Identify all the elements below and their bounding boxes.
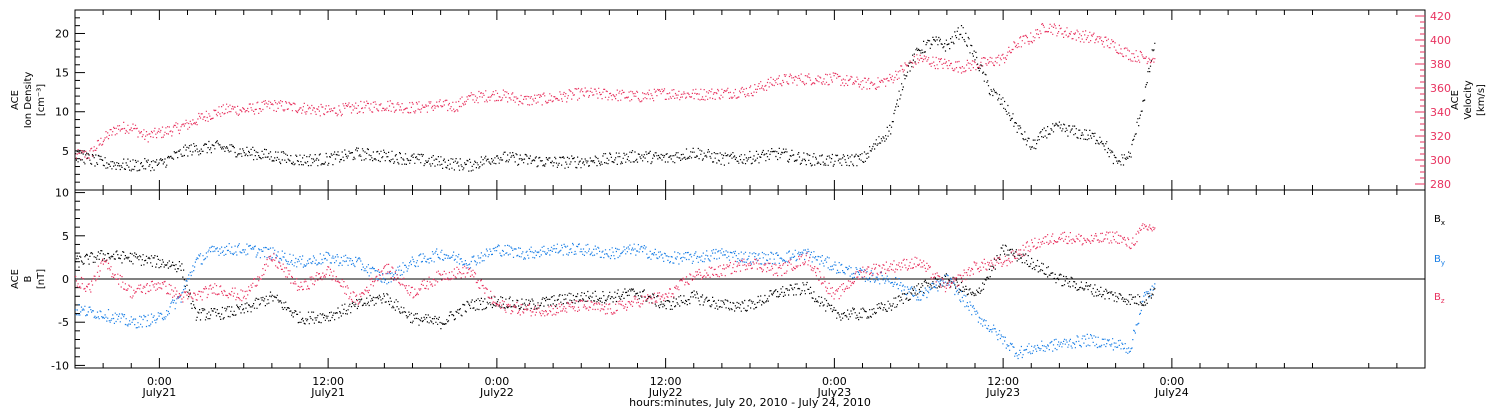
velocity-points [75, 23, 1156, 160]
field-tick-label: 0 [62, 273, 69, 286]
top-panel-series [75, 23, 1156, 172]
legend-symbol: B [1434, 254, 1441, 265]
velocity-tick-label: 280 [1430, 178, 1451, 191]
bx-points [75, 244, 1156, 330]
density-axis-title-line1: ACE [10, 90, 21, 110]
bz-points [75, 223, 1156, 317]
legend-subscript: x [1441, 219, 1445, 227]
date-tick-label: July22 [479, 386, 514, 399]
time-tick-label: 0:00 [147, 375, 172, 388]
date-tick-label: July23 [816, 386, 851, 399]
legend-subscript: z [1441, 297, 1445, 305]
density-axis-ticks: 5 10 15 20 [55, 17, 85, 183]
legend-bx: Bx [1434, 214, 1445, 227]
velocity-series [75, 23, 1156, 160]
time-tick-label: 12:00 [312, 375, 344, 388]
velocity-tick-label: 380 [1430, 58, 1451, 71]
bz-series [75, 223, 1156, 317]
density-axis-title-line3: [cm⁻³] [36, 84, 47, 116]
by-series [75, 242, 1156, 360]
legend-subscript: y [1441, 259, 1445, 267]
velocity-axis-ticks: 280 300 320 340 360 380 400 420 [1415, 10, 1451, 191]
legend-by: By [1434, 254, 1445, 267]
field-axis-ticks: -10 -5 0 5 10 [51, 187, 85, 372]
velocity-tick-label: 340 [1430, 106, 1451, 119]
field-tick-label: -10 [51, 359, 69, 372]
field-axis-title-line2: B [23, 275, 34, 282]
time-axis: 0:00July2112:00July210:00July2212:00July… [102, 10, 1398, 399]
density-tick-label: 15 [55, 67, 69, 80]
velocity-axis-title-line1: ACE [1450, 90, 1461, 110]
time-tick-label: 0:00 [485, 375, 510, 388]
density-tick-label: 20 [55, 27, 69, 40]
legend-symbol: B [1434, 214, 1441, 225]
top-panel-frame [74, 9, 1426, 191]
bx-series [75, 244, 1156, 330]
date-tick-label: July23 [985, 386, 1020, 399]
time-tick-label: 12:00 [987, 375, 1019, 388]
date-tick-label: July24 [1154, 386, 1189, 399]
velocity-tick-label: 400 [1430, 34, 1451, 47]
time-tick-label: 0:00 [822, 375, 847, 388]
time-axis-label: hours:minutes, July 20, 2010 - July 24, … [629, 396, 871, 409]
legend-symbol: B [1434, 292, 1441, 303]
velocity-tick-label: 300 [1430, 154, 1451, 167]
by-points [75, 242, 1156, 360]
legend-bz: Bz [1434, 292, 1445, 305]
density-velocity-panel: 5 10 15 20 280 300 320 340 360 380 400 420 ACE Ion… [10, 9, 1487, 191]
velocity-tick-label: 360 [1430, 82, 1451, 95]
bottom-panel-series [75, 223, 1156, 360]
field-axis-title-line3: [nT] [36, 269, 47, 289]
velocity-axis-title-line2: Velocity [1463, 80, 1474, 119]
field-tick-label: -5 [58, 316, 69, 329]
velocity-tick-label: 420 [1430, 10, 1451, 23]
density-tick-label: 5 [62, 145, 69, 158]
field-tick-label: 10 [55, 187, 69, 200]
time-tick-label: 0:00 [1160, 375, 1185, 388]
density-tick-label: 10 [55, 106, 69, 119]
date-tick-label: July22 [648, 386, 683, 399]
velocity-axis-title-line3: [km/s] [1476, 84, 1487, 116]
velocity-tick-label: 320 [1430, 130, 1451, 143]
date-tick-label: July21 [310, 386, 345, 399]
density-axis-title-line2: Ion Density [23, 72, 34, 129]
field-axis-title-line1: ACE [10, 269, 21, 289]
date-tick-label: July21 [141, 386, 176, 399]
field-tick-label: 5 [62, 230, 69, 243]
time-tick-label: 12:00 [650, 375, 682, 388]
